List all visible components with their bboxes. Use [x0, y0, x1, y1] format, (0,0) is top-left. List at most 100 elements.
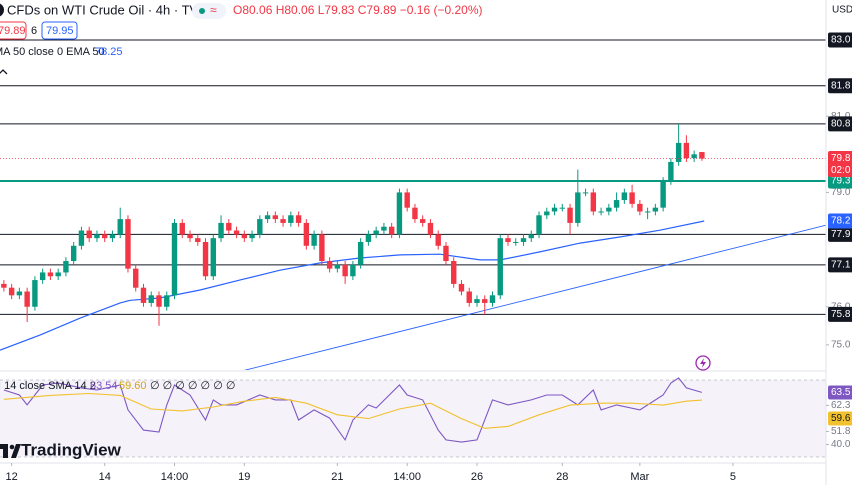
ema-line	[0, 220, 705, 351]
brand-logo-slash	[11, 444, 21, 458]
rsi-line	[3, 377, 703, 443]
event-bolt	[700, 358, 706, 368]
candle-body	[497, 238, 503, 296]
candle-body	[303, 222, 310, 246]
rsi-value-box	[828, 411, 852, 426]
candle-body	[373, 230, 379, 235]
candle-body	[513, 241, 519, 243]
x-tick-label: 21	[331, 471, 343, 483]
candle-body	[226, 222, 232, 231]
rsi-tick-label: 62.3	[831, 400, 851, 411]
data-icon: ≈	[210, 3, 217, 17]
level-label: 81.8	[831, 80, 851, 91]
rsi-value-label: 59.6	[831, 413, 851, 424]
candle-body	[16, 291, 23, 296]
market-open-dot	[199, 8, 205, 14]
candle-body	[55, 272, 61, 277]
candle-body	[489, 295, 496, 303]
currency: USD	[832, 5, 852, 16]
candle-body	[210, 238, 216, 277]
buy-price[interactable]: 79.95	[46, 25, 74, 37]
level-label: 83.0	[831, 35, 851, 46]
rsi-legend-value: 59.60	[119, 380, 147, 392]
candle-body	[257, 219, 263, 235]
level-label: 79.3	[831, 176, 851, 187]
candle-body	[171, 222, 178, 296]
status-pill[interactable]	[192, 3, 226, 19]
candle-body	[47, 272, 54, 277]
rsi-legend-value: 63.54	[90, 380, 118, 392]
candle-body	[117, 219, 123, 235]
trend-line	[243, 224, 826, 370]
rsi-legend[interactable]: I 14 close SMA 14 2	[0, 380, 96, 392]
candle-body	[621, 192, 628, 201]
candle-body	[94, 234, 100, 239]
level-label-box	[828, 257, 852, 273]
candle-body	[544, 211, 550, 216]
candle-body	[32, 280, 38, 307]
candle-body	[637, 203, 643, 212]
level-label-box	[828, 32, 852, 48]
candle-body	[590, 192, 597, 212]
x-tick-label: Mar	[630, 471, 649, 483]
level-label-box	[828, 78, 852, 94]
candle-body	[528, 234, 534, 239]
candle-body	[109, 234, 116, 239]
buy-button[interactable]	[41, 21, 78, 40]
candle-body	[350, 264, 356, 277]
candle-body	[148, 295, 154, 303]
candle-body	[691, 154, 697, 159]
candle-body	[443, 245, 449, 262]
rsi-pane	[3, 377, 703, 443]
rsi-value-label: 63.5	[831, 387, 851, 398]
candle-body	[598, 211, 604, 213]
candle-body	[675, 142, 682, 162]
indicator-legend[interactable]: MA 50 close 0 EMA 50	[0, 46, 105, 58]
collapse-icon[interactable]	[0, 69, 8, 75]
candle-body	[133, 268, 139, 288]
level-label-box	[828, 173, 852, 189]
candle-body	[683, 142, 690, 159]
candle-body	[280, 219, 286, 223]
sell-price[interactable]: 79.89	[0, 25, 26, 37]
spread: 6	[31, 25, 37, 37]
candle-body	[125, 219, 131, 269]
symbol-title[interactable]: CFDs on WTI Crude Oil · 4h · TVC	[7, 2, 208, 17]
candle-body	[575, 192, 581, 223]
rsi-value-box	[828, 385, 852, 400]
candle-body	[451, 261, 457, 284]
last-price-box	[828, 151, 852, 178]
candle-body	[520, 238, 527, 242]
candle-body	[272, 215, 279, 220]
candle-body	[551, 207, 558, 212]
candle-body	[396, 192, 403, 235]
candle-body	[311, 234, 317, 246]
candle-body	[482, 299, 488, 303]
symbol-icon[interactable]	[0, 3, 4, 17]
candle-body	[629, 192, 635, 204]
level-label: 77.9	[831, 229, 851, 240]
candle-body	[241, 234, 248, 239]
candle-body	[295, 215, 302, 223]
candle-body	[140, 287, 147, 303]
candle-body	[8, 287, 15, 296]
candle-body	[334, 264, 341, 269]
candle-body	[233, 230, 240, 235]
candle-body	[249, 234, 255, 239]
rsi-tick-label: 51.8	[831, 426, 851, 437]
x-tick-label: 14:00	[393, 471, 421, 483]
candle-body	[435, 234, 441, 246]
candle-body	[559, 207, 566, 209]
countdown: 02:0	[831, 165, 851, 176]
candle-body	[179, 222, 185, 235]
candle-body	[660, 180, 666, 208]
candle-body	[70, 245, 77, 262]
candle-body	[699, 152, 705, 159]
brand-logo	[0, 444, 8, 458]
brand: TradingView	[21, 440, 122, 459]
level-label: 77.1	[831, 259, 851, 270]
sell-button[interactable]	[0, 21, 27, 40]
candle-body	[613, 200, 620, 208]
candle-body	[1, 283, 7, 288]
candle-body	[156, 295, 162, 307]
